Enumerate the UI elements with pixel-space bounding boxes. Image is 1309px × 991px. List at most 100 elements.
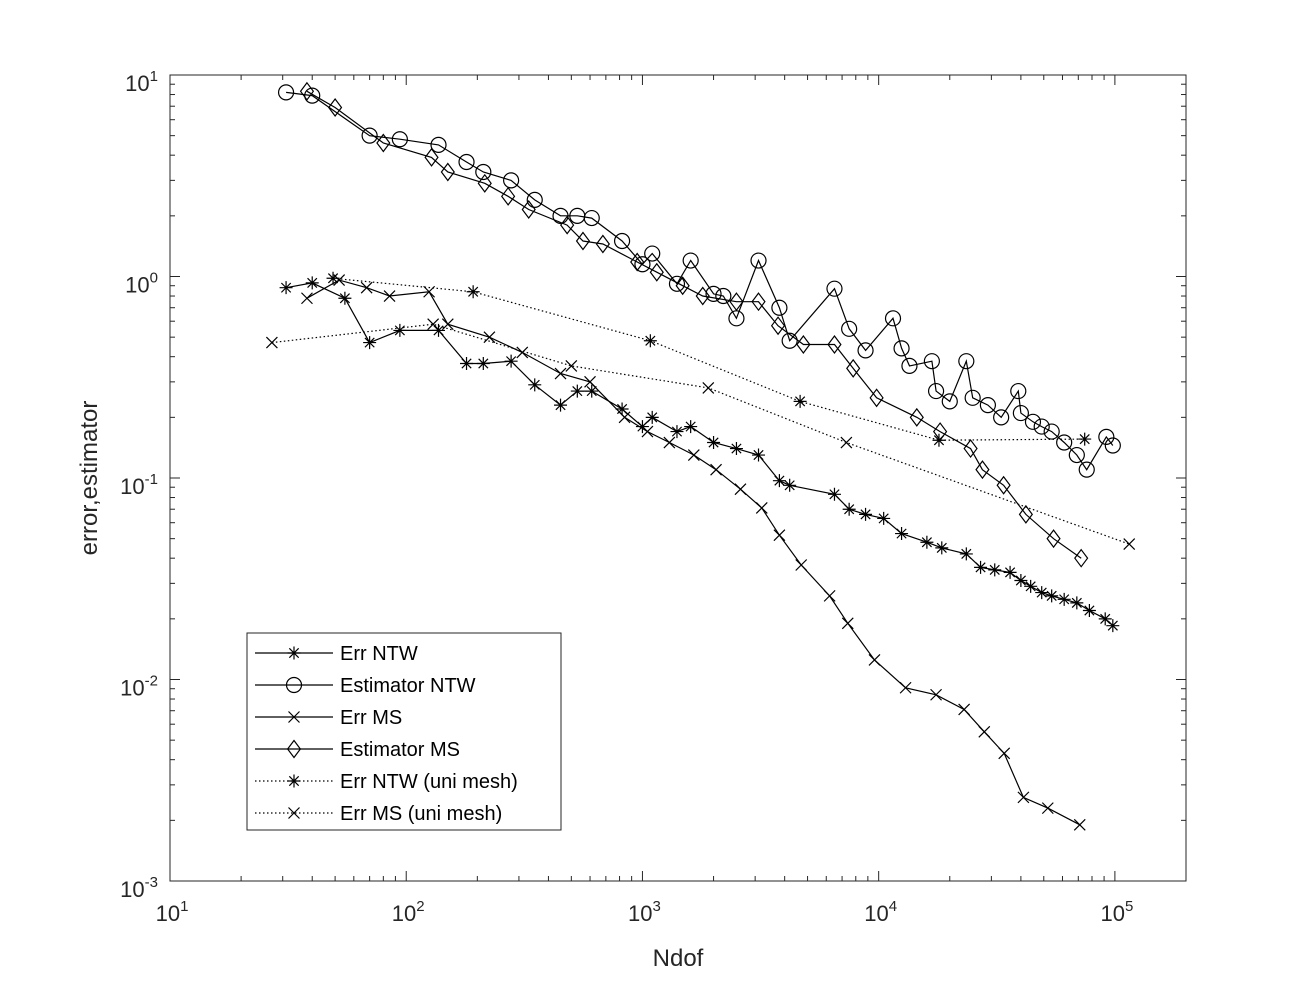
marker-asterisk (393, 323, 407, 337)
marker-asterisk (615, 402, 629, 416)
legend-entry: Err MS (uni mesh) (255, 803, 502, 825)
axes-box (169, 74, 1187, 882)
marker-asterisk (432, 323, 446, 337)
y-tick-label-base: 10 (120, 676, 144, 701)
series-err-ntw (279, 276, 1120, 633)
legend-box (246, 632, 562, 831)
marker-x (383, 290, 396, 302)
marker-circle (1056, 434, 1073, 451)
marker-x (795, 559, 808, 571)
marker-asterisk (1003, 565, 1017, 579)
marker-circle (841, 320, 858, 337)
marker-x (360, 281, 373, 294)
x-tick-label-exponent: 5 (1125, 898, 1133, 915)
x-tick-label: 101 (156, 898, 189, 926)
marker-diamond (869, 388, 884, 408)
marker-asterisk (504, 354, 518, 368)
marker-asterisk (1106, 619, 1120, 633)
marker-diamond (560, 215, 575, 235)
marker-diamond (675, 276, 690, 296)
legend-label: Estimator MS (340, 739, 460, 761)
marker-asterisk (932, 433, 946, 447)
marker-circle (503, 172, 520, 189)
marker-asterisk (877, 511, 891, 525)
marker-circle (927, 382, 945, 400)
marker-diamond (1046, 529, 1061, 549)
marker-asterisk (528, 378, 542, 392)
y-tick-label-base: 10 (125, 71, 149, 96)
marker-asterisk (1070, 596, 1084, 610)
legend-entry: Estimator MS (255, 739, 460, 761)
legend-label: Err NTW (340, 643, 418, 665)
x-tick-label: 105 (1100, 898, 1133, 926)
marker-circle (1098, 428, 1115, 445)
marker-diamond (521, 200, 536, 220)
marker-circle (941, 393, 958, 410)
marker-circle (613, 232, 631, 250)
x-tick-label-base: 10 (864, 901, 888, 926)
marker-asterisk (1024, 579, 1038, 593)
marker-circle (644, 245, 661, 262)
marker-x (618, 411, 631, 424)
marker-asterisk (959, 547, 973, 561)
y-tick-label: 101 (125, 68, 158, 96)
marker-asterisk (466, 285, 480, 299)
marker-asterisk (670, 425, 684, 439)
marker-asterisk (729, 442, 743, 456)
marker-diamond (595, 234, 611, 254)
marker-x (702, 381, 715, 394)
marker-circle (893, 340, 910, 357)
marker-x (565, 359, 578, 372)
marker-circle (526, 191, 543, 208)
marker-asterisk (460, 357, 474, 371)
y-tick-label-base: 10 (125, 273, 149, 298)
x-tick-label-base: 10 (628, 901, 652, 926)
marker-circle (771, 299, 788, 316)
marker-x (641, 425, 654, 438)
marker-diamond (1074, 548, 1089, 568)
marker-x (1073, 818, 1086, 831)
marker-asterisk (793, 394, 807, 408)
marker-asterisk (645, 410, 659, 424)
marker-diamond (477, 173, 492, 193)
legend-entry: Err MS (255, 707, 402, 729)
marker-asterisk (920, 535, 934, 549)
marker-asterisk (585, 384, 599, 398)
marker-circle (1024, 413, 1042, 430)
marker-circle (884, 310, 902, 327)
marker-circle (750, 252, 767, 269)
marker-asterisk (1082, 604, 1096, 618)
legend-label: Estimator NTW (340, 675, 476, 697)
marker-diamond (827, 334, 842, 354)
marker-x (710, 463, 723, 476)
marker-diamond (963, 439, 978, 459)
y-tick-label-exponent: -3 (145, 874, 158, 891)
marker-x (584, 375, 596, 388)
x-tick-label-base: 10 (156, 901, 180, 926)
marker-asterisk (1014, 573, 1028, 587)
series-layer (265, 81, 1136, 831)
marker-x (734, 483, 747, 496)
marker-x (265, 336, 278, 349)
series-line (332, 277, 1085, 441)
marker-circle (1010, 382, 1027, 400)
marker-asterisk (1045, 589, 1059, 603)
marker-x (958, 703, 971, 716)
legend-entry: Err NTW (255, 643, 418, 665)
marker-diamond (975, 460, 990, 480)
marker-asterisk (570, 384, 584, 398)
marker-circle (668, 275, 686, 292)
x-tick-label-exponent: 4 (889, 898, 897, 915)
marker-asterisk (279, 281, 293, 295)
marker-circle (552, 207, 569, 224)
marker-asterisk (707, 436, 721, 450)
y-tick-label-base: 10 (120, 877, 144, 902)
marker-circle (1104, 437, 1121, 454)
y-tick-label-exponent: -2 (145, 673, 158, 690)
marker-asterisk (287, 646, 301, 660)
marker-asterisk (1098, 612, 1112, 626)
marker-diamond (630, 252, 645, 272)
marker-x (516, 346, 529, 359)
